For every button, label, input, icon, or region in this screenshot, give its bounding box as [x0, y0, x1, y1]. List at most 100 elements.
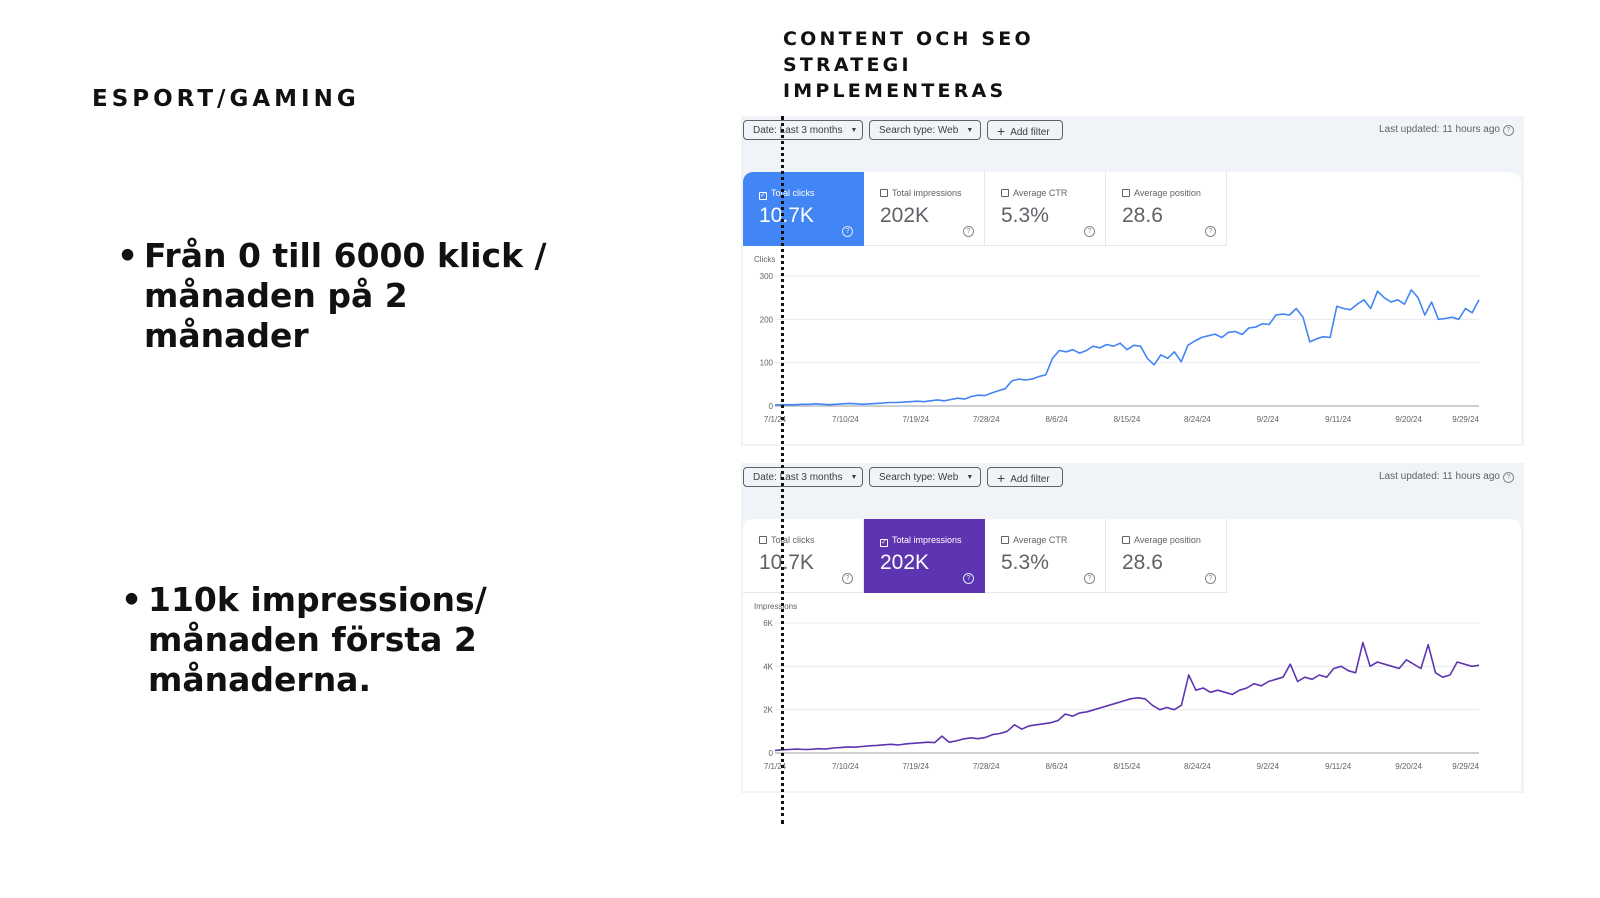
- x-tick-label: 7/19/24: [902, 415, 929, 424]
- help-icon[interactable]: ?: [1205, 573, 1216, 584]
- annotation-line: STRATEGI: [783, 54, 912, 76]
- metric-value: 10.7K: [759, 204, 814, 227]
- x-tick-label: 7/19/24: [902, 762, 929, 771]
- checkbox-icon[interactable]: [1122, 189, 1130, 197]
- help-icon[interactable]: ?: [1084, 226, 1095, 237]
- checkbox-icon[interactable]: [1001, 536, 1009, 544]
- bullet-line: månaderna.: [148, 660, 371, 699]
- metric-value: 5.3%: [1001, 204, 1049, 227]
- search-console-panel-clicks: Date: Last 3 months ▼ Search type: Web ▼ +…: [741, 116, 1524, 446]
- x-tick-label: 7/10/24: [832, 415, 859, 424]
- metric-value: 28.6: [1122, 551, 1163, 574]
- metric-average-position[interactable]: Average position 28.6 ?: [1106, 519, 1227, 593]
- help-icon[interactable]: ?: [842, 226, 853, 237]
- x-tick-label: 8/24/24: [1184, 762, 1211, 771]
- metric-total-clicks[interactable]: Total clicks 10.7K ?: [743, 519, 864, 593]
- bullet-item: 110k impressions/ månaden första 2 månad…: [121, 580, 521, 700]
- x-tick-label: 7/28/24: [973, 415, 1000, 424]
- x-tick-label: 8/24/24: [1184, 415, 1211, 424]
- checkbox-checked-icon[interactable]: ✓: [880, 539, 888, 547]
- search-type-chip[interactable]: Search type: Web ▼: [869, 467, 981, 487]
- x-tick-label: 7/10/24: [832, 762, 859, 771]
- x-tick-label: 7/1/24: [764, 762, 787, 771]
- plus-icon: +: [997, 470, 1006, 486]
- metric-average-ctr[interactable]: Average CTR 5.3% ?: [985, 519, 1106, 593]
- impressions-line-chart: Impressions 0 2K 4K 6K 7/1/24 7/10/24 7/19/24 7/…: [754, 602, 1480, 771]
- date-filter-chip[interactable]: Date: Last 3 months ▼: [743, 467, 863, 487]
- x-tick-label: 9/20/24: [1395, 762, 1422, 771]
- help-icon[interactable]: ?: [1205, 226, 1216, 237]
- section-title: ESPORT/GAMING: [92, 86, 360, 112]
- help-icon[interactable]: ?: [1503, 125, 1514, 136]
- metric-label: Total clicks: [771, 188, 815, 198]
- bullet-line: Från 0 till 6000 klick /: [144, 236, 547, 275]
- bullet-item: Från 0 till 6000 klick / månaden på 2 må…: [117, 236, 547, 356]
- plus-icon: +: [997, 123, 1006, 139]
- add-filter-label: Add filter: [1010, 474, 1050, 485]
- annotation-line: IMPLEMENTERAS: [783, 80, 1007, 102]
- y-tick-label: 100: [760, 359, 774, 368]
- add-filter-button[interactable]: + Add filter: [987, 120, 1063, 140]
- help-icon[interactable]: ?: [963, 226, 974, 237]
- date-filter-label: Date: Last 3 months: [753, 125, 843, 136]
- checkbox-icon[interactable]: [1001, 189, 1009, 197]
- annotation-line: CONTENT OCH SEO: [783, 28, 1034, 50]
- bullet-line: månaden första 2: [148, 620, 477, 659]
- metric-label: Average CTR: [1013, 188, 1068, 198]
- y-tick-label: 0: [769, 402, 774, 411]
- x-tick-label: 7/28/24: [973, 762, 1000, 771]
- y-tick-label: 0: [769, 749, 774, 758]
- checkbox-checked-icon[interactable]: ✓: [759, 192, 767, 200]
- add-filter-button[interactable]: + Add filter: [987, 467, 1063, 487]
- checkbox-icon[interactable]: [880, 189, 888, 197]
- metric-label: Total impressions: [892, 535, 962, 545]
- y-axis-label: Impressions: [754, 602, 797, 611]
- x-tick-label: 7/1/24: [764, 415, 787, 424]
- checkbox-icon[interactable]: [1122, 536, 1130, 544]
- metric-label: Average position: [1134, 535, 1201, 545]
- x-tick-label: 8/15/24: [1114, 762, 1141, 771]
- performance-card: Total clicks 10.7K ? ✓ Total impressions …: [743, 519, 1521, 791]
- caret-down-icon: ▼: [966, 127, 974, 134]
- x-tick-label: 9/2/24: [1257, 762, 1280, 771]
- checkbox-icon[interactable]: [759, 536, 767, 544]
- bullet-line: 110k impressions/: [148, 580, 487, 619]
- bullet-impressions: 110k impressions/ månaden första 2 månad…: [121, 580, 521, 700]
- date-filter-label: Date: Last 3 months: [753, 472, 843, 483]
- y-tick-label: 300: [760, 272, 774, 281]
- metric-value: 28.6: [1122, 204, 1163, 227]
- search-console-panel-impressions: Date: Last 3 months ▼ Search type: Web ▼ +…: [741, 463, 1524, 793]
- bullet-line: månaden på 2: [144, 276, 408, 315]
- add-filter-label: Add filter: [1010, 127, 1050, 138]
- series-line: [774, 641, 1480, 752]
- caret-down-icon: ▼: [850, 474, 858, 481]
- metric-total-impressions[interactable]: Total impressions 202K ?: [864, 172, 985, 246]
- metric-average-ctr[interactable]: Average CTR 5.3% ?: [985, 172, 1106, 246]
- search-type-label: Search type: Web: [879, 125, 959, 136]
- metric-value: 10.7K: [759, 551, 814, 574]
- metric-average-position[interactable]: Average position 28.6 ?: [1106, 172, 1227, 246]
- x-tick-label: 8/6/24: [1045, 415, 1068, 424]
- y-tick-label: 4K: [763, 662, 773, 671]
- bullet-line: månader: [144, 316, 309, 355]
- help-icon[interactable]: ?: [1084, 573, 1095, 584]
- y-axis-label: Clicks: [754, 255, 775, 264]
- last-updated: Last updated: 11 hours ago?: [1379, 124, 1514, 136]
- x-tick-label: 9/29/24: [1452, 762, 1479, 771]
- performance-card: ✓ Total clicks 10.7K ? Total impressions …: [743, 172, 1521, 444]
- help-icon[interactable]: ?: [963, 573, 974, 584]
- metric-total-clicks[interactable]: ✓ Total clicks 10.7K ?: [743, 172, 864, 246]
- last-updated-text: Last updated: 11 hours ago: [1378, 124, 1500, 135]
- metric-value: 202K: [880, 551, 930, 574]
- date-filter-chip[interactable]: Date: Last 3 months ▼: [743, 120, 863, 140]
- help-icon[interactable]: ?: [842, 573, 853, 584]
- metric-total-impressions[interactable]: ✓ Total impressions 202K ?: [864, 519, 985, 593]
- metric-value: 5.3%: [1001, 551, 1049, 574]
- search-type-label: Search type: Web: [879, 472, 959, 483]
- y-tick-label: 200: [760, 315, 774, 324]
- x-tick-label: 9/2/24: [1257, 415, 1280, 424]
- strategy-marker-line: [781, 116, 784, 824]
- help-icon[interactable]: ?: [1503, 472, 1514, 483]
- metric-label: Average CTR: [1013, 535, 1068, 545]
- search-type-chip[interactable]: Search type: Web ▼: [869, 120, 981, 140]
